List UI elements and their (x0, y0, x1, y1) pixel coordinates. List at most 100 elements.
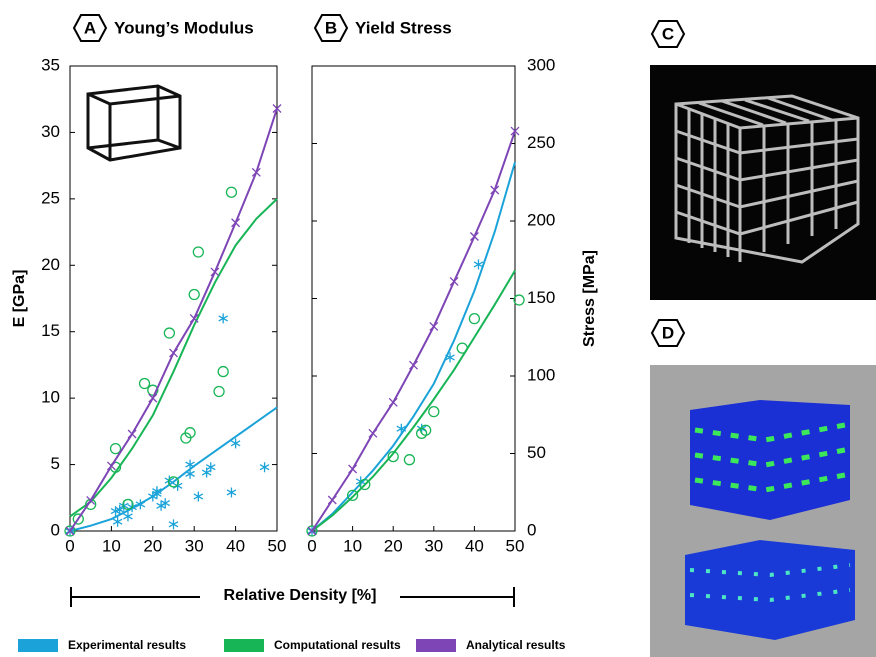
x-axis-label: Relative Density [%] (224, 587, 377, 604)
marker (152, 488, 162, 499)
fit-line (311, 130, 516, 532)
legend-swatch (18, 639, 58, 652)
marker (387, 450, 399, 463)
marker (184, 427, 196, 439)
plot-frame (69, 65, 278, 532)
marker (403, 454, 416, 466)
marker (217, 365, 229, 378)
fit-line (311, 161, 516, 532)
marker (513, 294, 525, 306)
legend-swatch (224, 639, 264, 652)
panel-badge (72, 14, 108, 42)
marker (106, 461, 116, 471)
marker (72, 513, 84, 525)
x-tick-label: 10 (102, 536, 121, 555)
marker (169, 348, 178, 358)
marker (112, 516, 123, 527)
fit-line (311, 270, 516, 532)
y-tick-label: 5 (51, 454, 60, 473)
y-tick-label: 20 (41, 255, 60, 274)
marker (193, 491, 204, 502)
lattice-photo (650, 65, 876, 300)
x-tick-label: 0 (65, 536, 74, 555)
y-tick-label: 300 (527, 55, 555, 74)
legend-label: Experimental results (68, 638, 186, 652)
marker (346, 489, 359, 502)
plot-frame (311, 65, 516, 532)
x-tick-label: 50 (268, 536, 287, 555)
marker (114, 504, 125, 515)
x-tick-label: 20 (143, 536, 162, 555)
x-tick-label: 30 (185, 536, 204, 555)
marker (225, 186, 238, 198)
marker (218, 313, 228, 324)
x-tick-label: 50 (506, 536, 525, 555)
marker (147, 384, 159, 396)
x-bracket (70, 587, 515, 607)
marker (388, 397, 398, 407)
y-axis-label: Stress [MPa] (581, 250, 598, 347)
marker (188, 288, 200, 301)
marker (64, 525, 76, 537)
marker (185, 468, 195, 479)
y-tick-label: 25 (41, 188, 60, 207)
marker (490, 185, 500, 195)
marker (109, 442, 122, 455)
marker (306, 525, 318, 537)
marker (167, 476, 180, 488)
marker (127, 429, 137, 439)
marker (172, 480, 183, 491)
marker (148, 393, 158, 403)
marker (420, 424, 432, 436)
x-tick-label: 0 (307, 536, 316, 555)
legend-label: Analytical results (466, 638, 566, 652)
marker (251, 167, 261, 177)
y-tick-label: 100 (527, 365, 555, 384)
panel-badge (650, 20, 686, 48)
marker (122, 498, 134, 511)
marker (163, 327, 176, 339)
marker (213, 385, 225, 398)
y-tick-label: 250 (527, 133, 555, 152)
panel-badge (313, 14, 349, 42)
marker (327, 495, 337, 505)
unit-cell-inset (86, 84, 182, 162)
panel-badge (650, 319, 686, 347)
marker (231, 218, 241, 228)
y-tick-label: 0 (51, 520, 60, 539)
marker (185, 459, 195, 470)
marker (510, 126, 520, 136)
marker (473, 259, 484, 270)
marker (348, 464, 358, 474)
panel-label: A (84, 18, 96, 37)
marker (428, 405, 440, 418)
marker (429, 321, 439, 331)
panel-label: B (325, 18, 337, 37)
y-tick-label: 15 (41, 321, 60, 340)
marker (449, 276, 459, 286)
marker (456, 342, 468, 354)
panel-label: D (662, 323, 674, 342)
legend-swatch (416, 639, 456, 652)
legend-label: Computational results (274, 638, 401, 652)
fit-line (69, 198, 278, 518)
marker (123, 511, 133, 522)
y-tick-label: 10 (41, 388, 60, 407)
marker (230, 438, 241, 449)
marker (468, 312, 481, 325)
x-tick-label: 40 (226, 536, 245, 555)
marker (138, 377, 151, 390)
x-tick-label: 20 (384, 536, 403, 555)
marker (272, 104, 282, 113)
marker (409, 360, 418, 370)
marker (210, 267, 220, 277)
marker (86, 495, 96, 505)
x-tick-label: 10 (343, 536, 362, 555)
fit-line (69, 108, 278, 532)
marker (368, 428, 378, 438)
x-tick-label: 30 (424, 536, 443, 555)
marker (160, 498, 171, 509)
marker (168, 519, 179, 530)
